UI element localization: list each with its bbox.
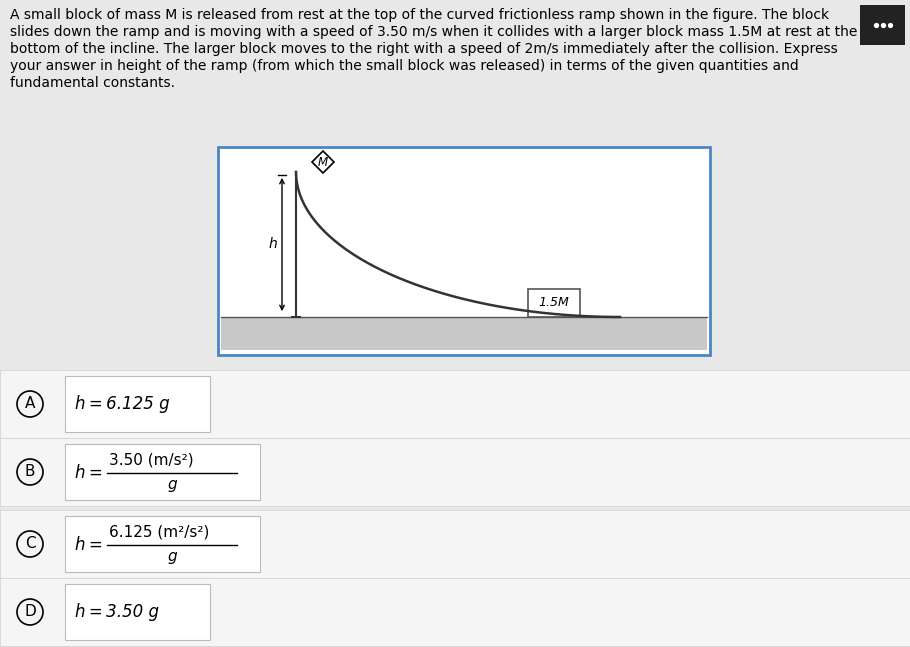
Bar: [0, 438, 910, 506]
Text: h: h: [268, 237, 278, 252]
Text: A: A: [25, 397, 35, 411]
Circle shape: [17, 391, 43, 417]
Bar: [65, 376, 210, 432]
Bar: [65, 444, 260, 500]
Bar: [528, 289, 580, 317]
Text: C: C: [25, 536, 35, 551]
Circle shape: [17, 531, 43, 557]
Text: h =: h =: [75, 464, 103, 482]
Text: h = 3.50 g: h = 3.50 g: [75, 603, 159, 621]
Text: A small block of mass M is released from rest at the top of the curved frictionl: A small block of mass M is released from…: [10, 8, 829, 22]
Bar: [221, 317, 707, 350]
Circle shape: [17, 599, 43, 625]
Text: D: D: [25, 604, 35, 619]
Text: B: B: [25, 465, 35, 479]
Bar: [65, 516, 260, 572]
Text: slides down the ramp and is moving with a speed of 3.50 m/s when it collides wit: slides down the ramp and is moving with …: [10, 25, 857, 39]
Text: 3.50 (m/s²): 3.50 (m/s²): [109, 452, 194, 468]
Bar: [0, 510, 910, 578]
Circle shape: [17, 459, 43, 485]
Bar: [0, 578, 910, 646]
Text: your answer in height of the ramp (from which the small block was released) in t: your answer in height of the ramp (from …: [10, 59, 799, 73]
Text: g: g: [167, 476, 177, 492]
Bar: [860, 5, 905, 45]
Text: M: M: [318, 155, 329, 168]
Bar: [65, 584, 210, 640]
Text: h =: h =: [75, 536, 103, 554]
Text: h = 6.125 g: h = 6.125 g: [75, 395, 169, 413]
Text: 1.5M: 1.5M: [539, 296, 570, 309]
Bar: [0, 370, 910, 438]
Text: g: g: [167, 549, 177, 564]
Bar: [218, 147, 710, 355]
Polygon shape: [312, 151, 334, 173]
Text: 6.125 (m²/s²): 6.125 (m²/s²): [109, 525, 209, 540]
Text: fundamental constants.: fundamental constants.: [10, 76, 175, 90]
Text: bottom of the incline. The larger block moves to the right with a speed of 2m/s : bottom of the incline. The larger block …: [10, 42, 838, 56]
